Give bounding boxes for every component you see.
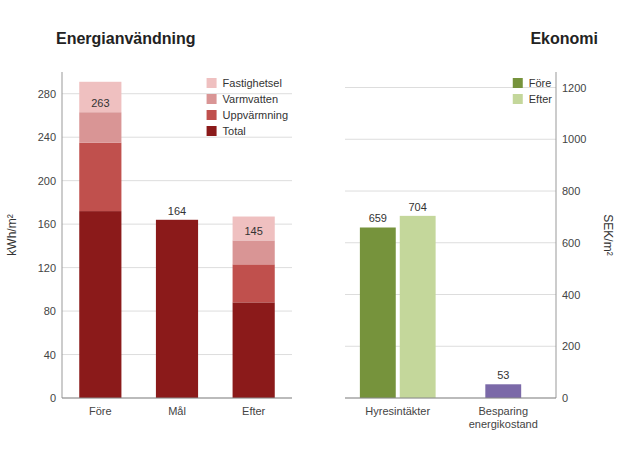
bar-segment <box>233 302 275 398</box>
y-tick-label: 160 <box>38 218 56 230</box>
bar <box>360 227 396 398</box>
bar-segment <box>233 217 275 241</box>
panel: Ekonomi 0 200 400 600 800 1000 1200 SEK/m² 659 704… <box>345 30 615 430</box>
x-tick-label: Efter <box>242 405 266 417</box>
x-tick-label-line: Besparing <box>478 405 528 417</box>
legend-swatch <box>513 78 523 88</box>
data-label: 704 <box>409 201 427 213</box>
chart-title: Ekonomi <box>530 30 598 47</box>
y-tick-label: 280 <box>38 88 56 100</box>
x-axis-line <box>345 398 556 399</box>
x-tick-label: Hyresintäkter <box>365 405 430 417</box>
legend-swatch <box>207 78 217 88</box>
legend-label: Efter <box>529 93 553 105</box>
bar-segment <box>79 112 121 142</box>
y-axis-label: kWh/m² <box>5 214 19 255</box>
chart-canvas: Energianvändning 0 40 80 120 160 200 240 280 kWh/… <box>0 0 627 462</box>
labels: 659 704 53 <box>369 201 510 381</box>
bar-segment <box>156 219 198 220</box>
legend: Före Efter <box>513 77 553 105</box>
bar-segment <box>233 240 275 264</box>
y-axis-label: SEK/m² <box>601 214 615 255</box>
y-tick-label: 0 <box>562 392 568 404</box>
bar-segment <box>79 143 121 211</box>
legend: Fastighetsel Varmvatten Uppvärmning Total <box>207 77 288 137</box>
x-tick-label-line: energikostand <box>469 418 538 430</box>
bar-segment <box>156 219 198 220</box>
legend-label: Total <box>223 125 246 137</box>
grid-line <box>345 139 556 140</box>
grid-line <box>345 191 556 192</box>
annotation: 263 <box>91 97 109 109</box>
bars <box>360 216 521 398</box>
legend-label: Uppvärmning <box>223 109 288 121</box>
bar-segment <box>79 82 121 112</box>
legend-swatch <box>207 110 217 120</box>
x-tick-label-line: Hyresintäkter <box>365 405 430 417</box>
y-axis-line <box>556 72 557 398</box>
data-label: 53 <box>497 369 509 381</box>
legend-label: Fastighetsel <box>223 77 282 89</box>
bars <box>79 82 275 398</box>
panel: Energianvändning 0 40 80 120 160 200 240 280 kWh/… <box>5 30 292 417</box>
x-tick-label: Besparingenergikostand <box>469 405 538 430</box>
chart-title: Energianvändning <box>56 30 196 47</box>
y-tick-label: 40 <box>44 349 56 361</box>
legend-swatch <box>207 126 217 136</box>
y-tick-label: 800 <box>562 185 580 197</box>
grid-line <box>345 398 556 399</box>
legend-swatch <box>513 94 523 104</box>
data-label: 659 <box>369 212 387 224</box>
x-tick-label-line: Före <box>89 405 112 417</box>
bar-segment <box>156 219 198 220</box>
legend-label: Varmvatten <box>223 93 278 105</box>
bar-segment <box>156 220 198 398</box>
y-tick-label: 120 <box>38 262 56 274</box>
x-tick-label-line: Efter <box>242 405 266 417</box>
y-tick-label: 0 <box>50 392 56 404</box>
y-tick-label: 80 <box>44 305 56 317</box>
y-tick-label: 200 <box>38 175 56 187</box>
grid-line <box>62 398 292 399</box>
x-tick-label: Mål <box>168 405 186 417</box>
y-tick-label: 1200 <box>562 82 586 94</box>
y-tick-label: 200 <box>562 340 580 352</box>
x-tick-label-line: Mål <box>168 405 186 417</box>
legend-swatch <box>207 94 217 104</box>
bar-segment <box>79 211 121 398</box>
y-tick-label: 1000 <box>562 133 586 145</box>
x-axis-line <box>62 398 292 399</box>
annotation: 164 <box>168 205 186 217</box>
y-tick-label: 240 <box>38 131 56 143</box>
legend-label: Före <box>529 77 552 89</box>
bar-segment <box>233 264 275 302</box>
y-tick-label: 600 <box>562 237 580 249</box>
annotation: 145 <box>244 225 262 237</box>
y-tick-label: 400 <box>562 289 580 301</box>
bar <box>400 216 436 398</box>
x-tick-label: Före <box>89 405 112 417</box>
bar <box>485 384 521 398</box>
y-axis-line <box>62 72 63 398</box>
grid-line <box>345 87 556 88</box>
